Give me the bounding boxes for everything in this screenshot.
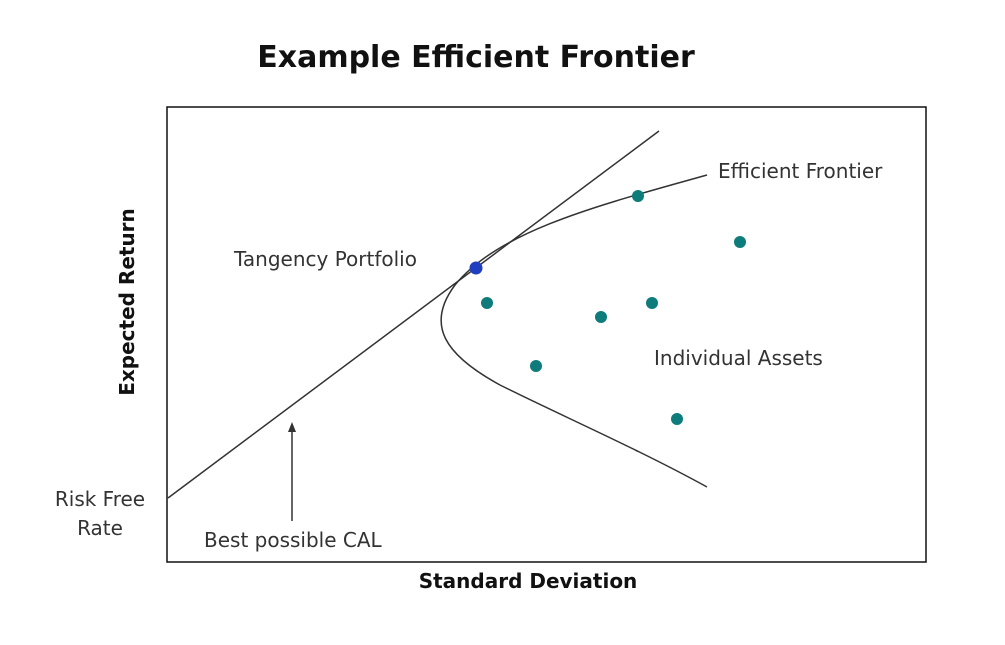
efficient-frontier-label: Efficient Frontier — [718, 159, 883, 183]
best-cal-label: Best possible CAL — [204, 528, 383, 552]
x-axis-title: Standard Deviation — [419, 569, 638, 593]
tangency-portfolio-point — [469, 261, 483, 275]
asset-point — [646, 297, 658, 309]
tangency-portfolio-label: Tangency Portfolio — [233, 247, 417, 271]
risk-free-rate-label-line2: Rate — [77, 516, 123, 540]
efficient-frontier-curve — [440, 174, 708, 488]
capital-allocation-line — [167, 130, 660, 499]
individual-assets — [481, 190, 746, 425]
asset-point — [671, 413, 683, 425]
y-axis-title: Expected Return — [115, 208, 139, 396]
risk-free-rate-label-line1: Risk Free — [55, 487, 145, 511]
individual-assets-label: Individual Assets — [654, 346, 823, 370]
asset-point — [530, 360, 542, 372]
chart-title: Example Efficient Frontier — [257, 40, 695, 75]
asset-point — [481, 297, 493, 309]
asset-point — [734, 236, 746, 248]
plot-frame — [166, 106, 927, 563]
asset-point — [595, 311, 607, 323]
asset-point — [632, 190, 644, 202]
cal-arrow-head — [288, 422, 296, 432]
